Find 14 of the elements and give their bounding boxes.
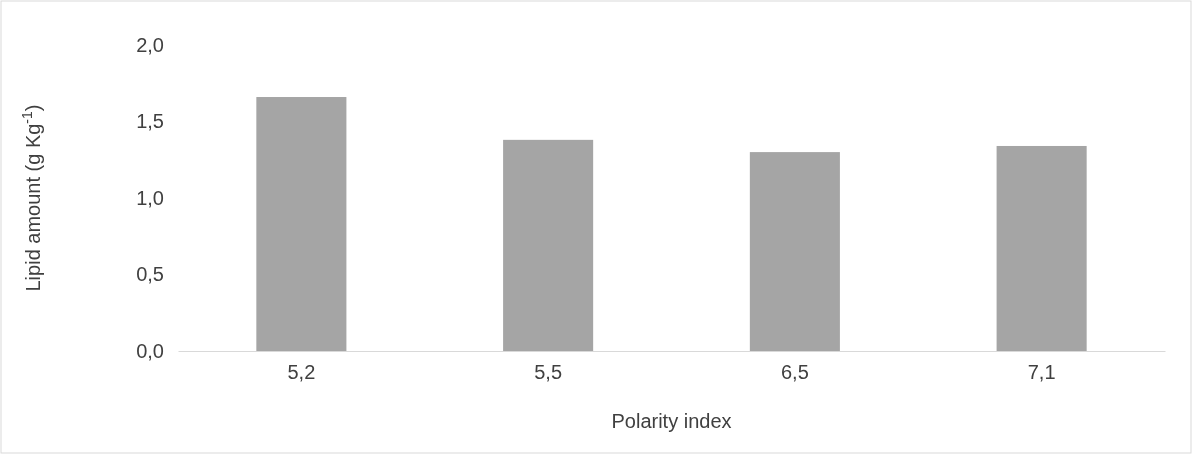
- bar: [503, 139, 594, 351]
- y-tick-label: 2,0: [136, 33, 164, 56]
- x-tick-label: 5,2: [287, 361, 316, 384]
- x-axis-title: Polarity index: [611, 410, 732, 432]
- bar: [256, 97, 347, 351]
- bar: [996, 145, 1087, 351]
- x-tick-label: 7,1: [1027, 361, 1056, 384]
- y-tick-label: 0,0: [136, 339, 164, 362]
- y-tick-label: 1,0: [136, 186, 164, 209]
- bar: [749, 152, 840, 351]
- y-tick-label: 1,5: [136, 110, 164, 133]
- x-tick-label: 5,5: [534, 361, 563, 384]
- x-tick-label: 6,5: [780, 361, 809, 384]
- y-tick-label: 0,5: [136, 263, 164, 286]
